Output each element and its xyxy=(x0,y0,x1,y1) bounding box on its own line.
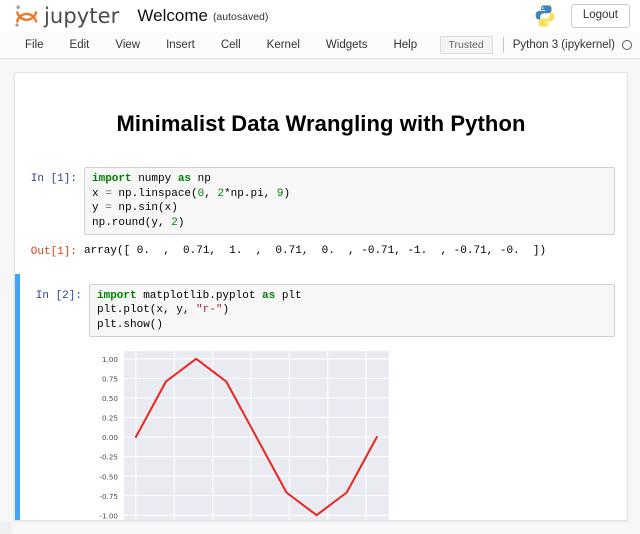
figure-output-area: 1.00 0.75 0.50 0.25 0.00 -0.25 -0.50 -0.75 -1.00… xyxy=(20,337,627,520)
y-tick-label: 0.50 xyxy=(102,394,118,403)
code-editor-2[interactable]: import matplotlib.pyplot as plt plt.plot… xyxy=(89,283,615,337)
code-cell-2[interactable]: In [2]: import matplotlib.pyplot as plt … xyxy=(15,273,627,520)
menu-item-insert[interactable]: Insert xyxy=(166,39,195,51)
code-editor-1[interactable]: import numpy as np x = np.linspace(0, 2*… xyxy=(84,167,615,235)
output-prompt-1: Out[1]: xyxy=(30,246,77,258)
code-cell-2-input-row: In [2]: import matplotlib.pyplot as plt … xyxy=(20,283,627,337)
menu-item-help[interactable]: Help xyxy=(393,39,418,51)
input-prompt-1: In [1]: xyxy=(30,173,77,185)
autosave-status: (autosaved) xyxy=(212,11,269,23)
code-cell-1-input-row: In [1]: import numpy as np x = np.linspa… xyxy=(15,167,627,235)
divider xyxy=(502,37,504,53)
kernel-indicator-name: Python 3 (ipykernel) xyxy=(512,39,615,51)
menu-item-widgets[interactable]: Widgets xyxy=(325,39,368,51)
kernel-idle-circle-icon[interactable] xyxy=(622,40,632,50)
notebook-page: Minimalist Data Wrangling with Python In… xyxy=(14,72,628,521)
notebook-name[interactable]: Welcome xyxy=(137,6,208,25)
code-cell-1-output-row: Out[1]: array([ 0. , 0.71, 1. , 0.71, 0.… xyxy=(15,240,627,260)
menu-item-file[interactable]: File xyxy=(25,39,44,51)
menu-bar: File Edit View Insert Cell Kernel Widget… xyxy=(0,32,640,59)
python-logo-icon xyxy=(533,4,557,28)
code-source-2: import matplotlib.pyplot as plt plt.plot… xyxy=(97,289,302,331)
page-title: Minimalist Data Wrangling with Python xyxy=(116,111,526,136)
y-tick-label: -0.75 xyxy=(99,492,118,501)
y-tick-label: 0.25 xyxy=(102,414,118,423)
scroll-corner xyxy=(0,522,12,534)
code-cell-1[interactable]: In [1]: import numpy as np x = np.linspa… xyxy=(15,159,627,260)
menu-item-view[interactable]: View xyxy=(115,39,141,51)
output-text-1: array([ 0. , 0.71, 1. , 0.71, 0. , -0.71… xyxy=(84,245,547,257)
logout-button[interactable]: Logout xyxy=(570,4,630,28)
menu-item-edit[interactable]: Edit xyxy=(69,39,90,51)
menu-item-kernel[interactable]: Kernel xyxy=(266,39,300,51)
output-area-1: array([ 0. , 0.71, 1. , 0.71, 0. , -0.71… xyxy=(84,240,615,259)
code-source-1: import numpy as np x = np.linspace(0, 2*… xyxy=(92,173,291,229)
y-tick-label: -0.50 xyxy=(99,472,118,481)
jupyter-logo-icon xyxy=(14,4,40,28)
y-tick-label: -0.25 xyxy=(99,453,118,462)
y-tick-label: 1.00 xyxy=(102,355,118,364)
markdown-cell[interactable]: Minimalist Data Wrangling with Python xyxy=(15,73,627,137)
header-right-controls: Logout xyxy=(533,4,630,28)
y-tick-label: 0.00 xyxy=(102,433,118,442)
jupyter-brand[interactable]: jupyter xyxy=(14,4,119,28)
data-line-sin(x) xyxy=(134,357,378,517)
notebook-header: jupyter Welcome (autosaved) Logout xyxy=(0,0,640,33)
trusted-badge[interactable]: Trusted xyxy=(439,35,493,55)
matplotlib-figure: 1.00 0.75 0.50 0.25 0.00 -0.25 -0.50 -0.75 -1.00… xyxy=(99,351,389,520)
y-tick-label: -1.00 xyxy=(99,511,118,520)
input-prompt-2: In [2]: xyxy=(35,289,82,302)
y-tick-label: 0.75 xyxy=(102,375,118,384)
menu-bar-right: Trusted Python 3 (ipykernel) xyxy=(439,35,632,55)
jupyter-wordmark: jupyter xyxy=(44,4,120,28)
menu-item-cell[interactable]: Cell xyxy=(220,39,241,51)
